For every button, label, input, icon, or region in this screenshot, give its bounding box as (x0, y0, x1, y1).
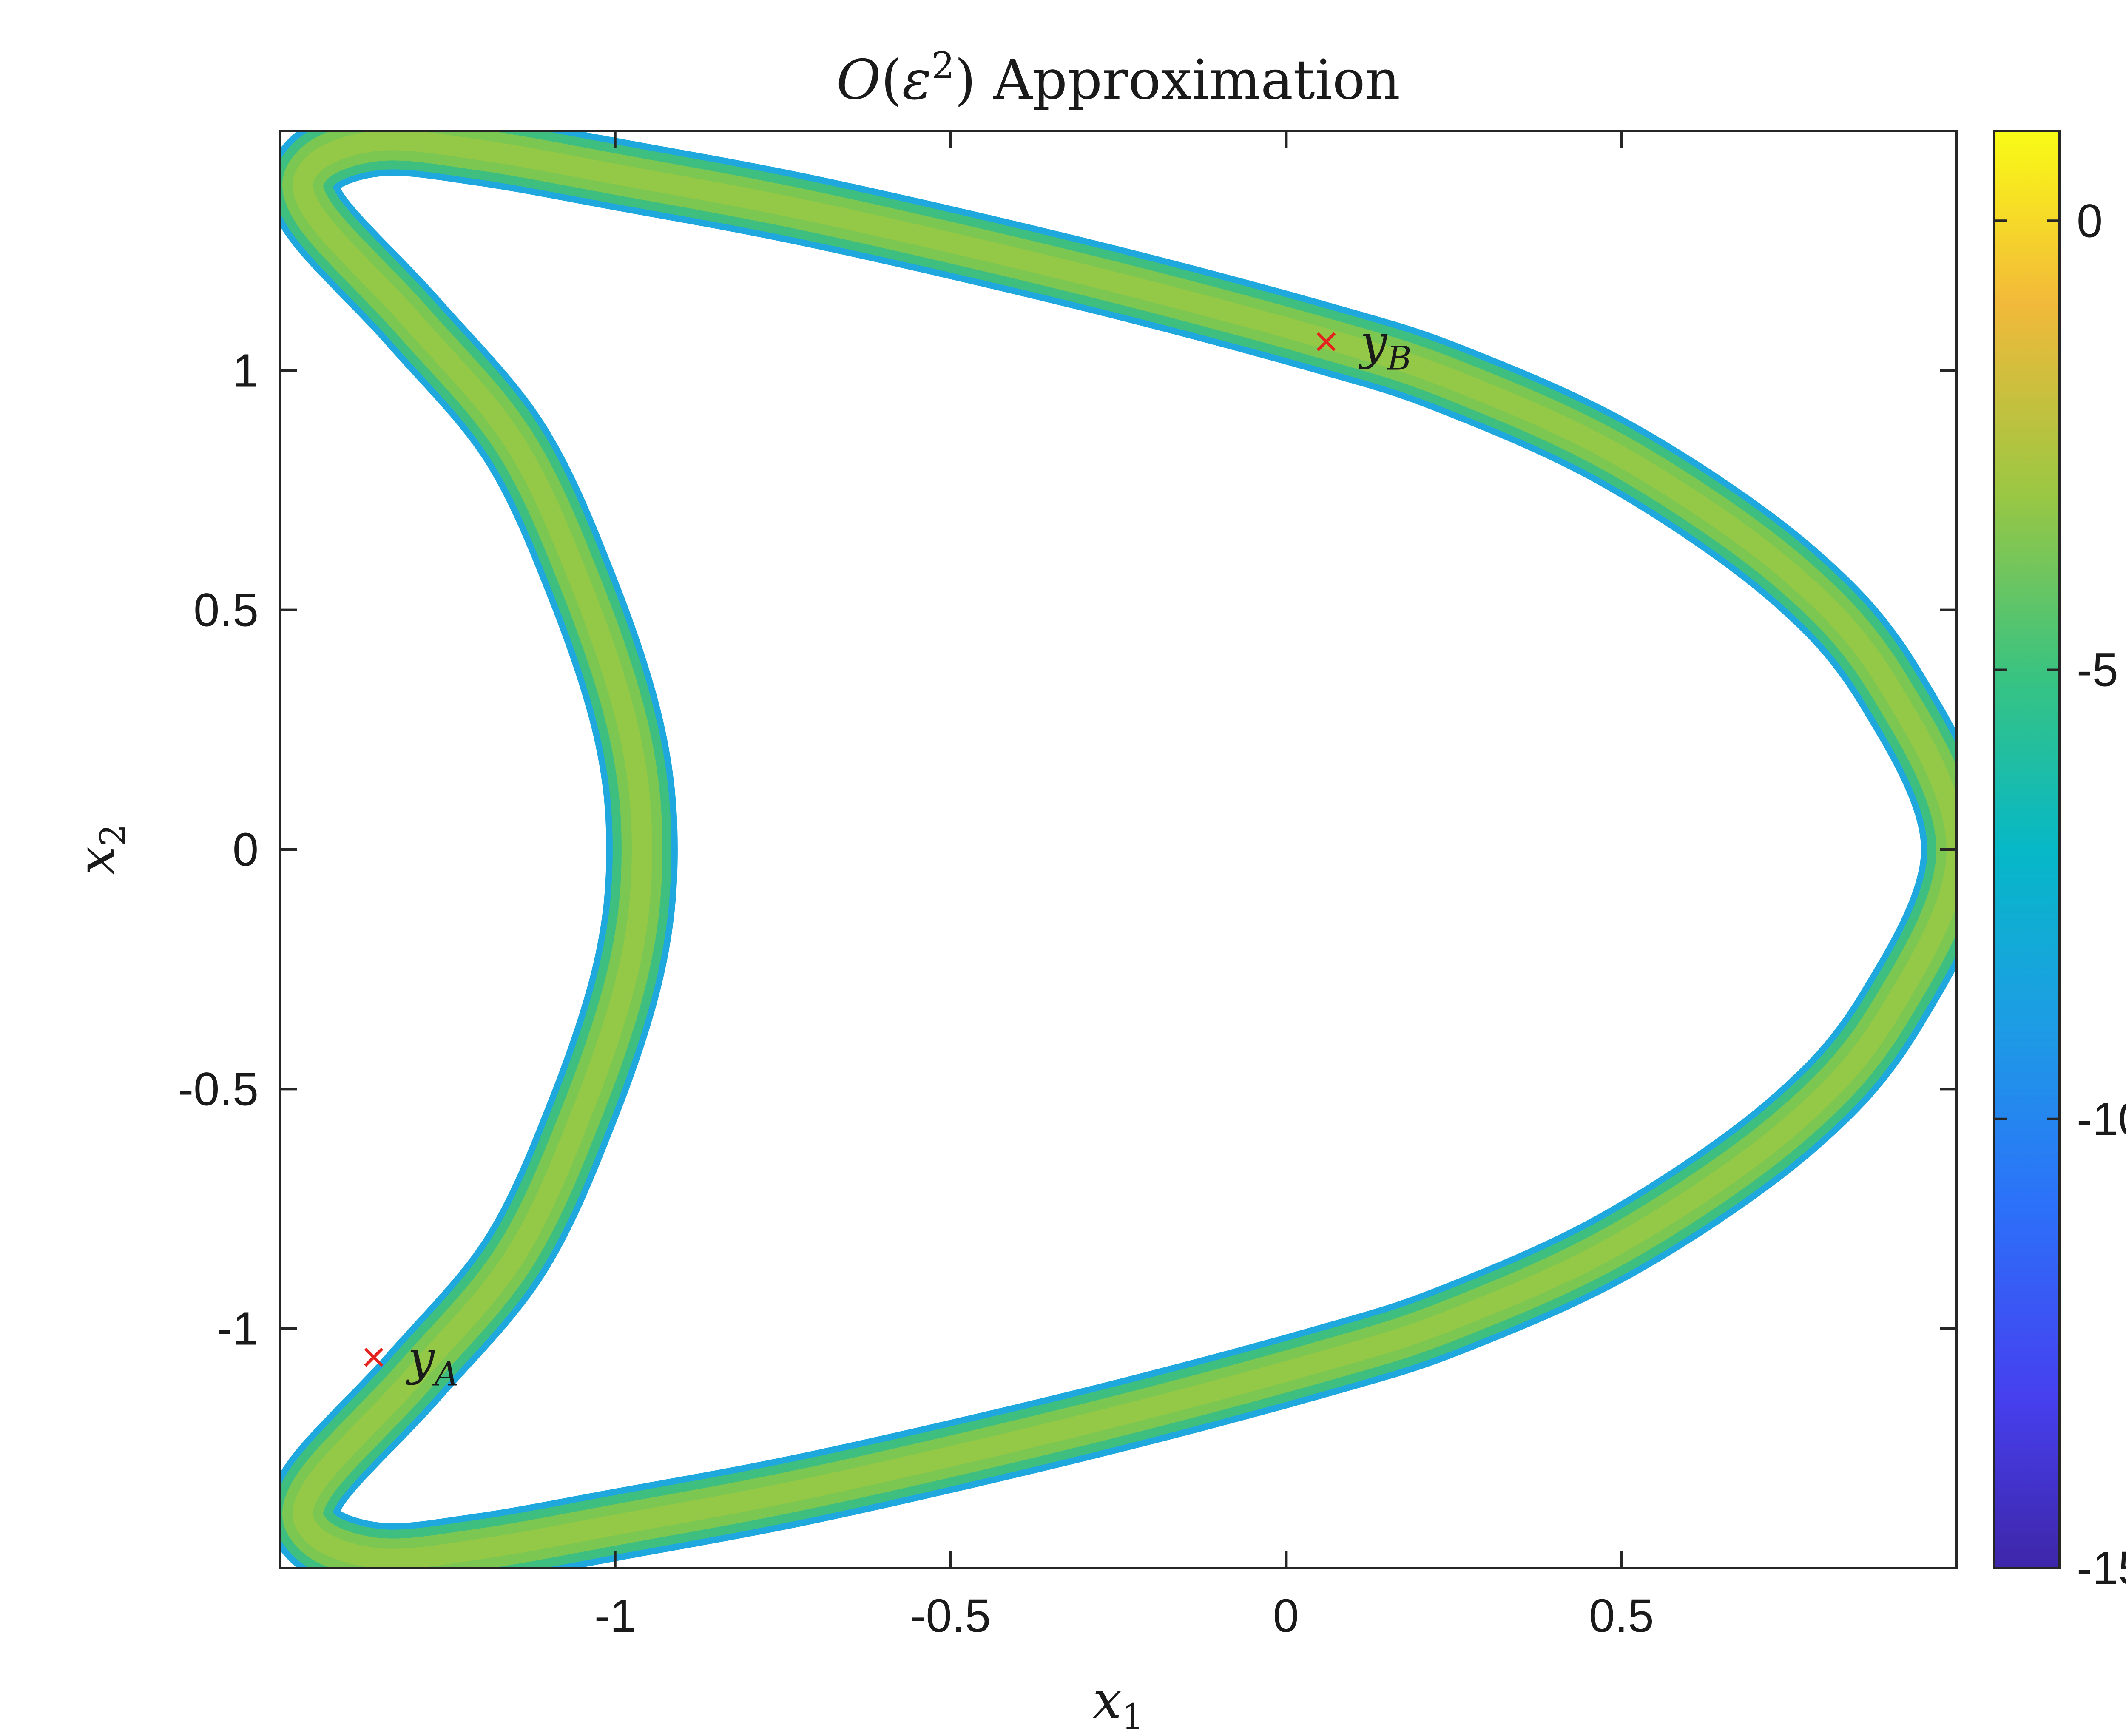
y-tick-label: 0.5 (193, 584, 259, 636)
x-ticks: -1 -0.5 0 0.5 (594, 131, 1654, 1642)
marker-label: yB (1358, 315, 1412, 378)
marker-label: yA (406, 1330, 459, 1393)
plot-area: -1 -0.5 0 0.5 -1 -0.5 0 0.5 1 yA yB (178, 130, 1958, 1642)
chart-title: O(ε2) Approximation (836, 45, 1400, 112)
y-tick-label: 1 (233, 344, 259, 397)
y-tick-label: 0 (233, 824, 259, 876)
marker-b: yB (1316, 315, 1412, 378)
x-tick-label: -1 (594, 1590, 636, 1642)
colorbar-tick-label: -15 (2077, 1542, 2126, 1594)
axes-box (279, 130, 1958, 1569)
curve-layer (280, 131, 1957, 1568)
band-middle (280, 131, 1957, 1568)
band-center (293, 131, 1957, 1568)
colorbar-ticks: -15 -10 -5 0 (1994, 195, 2126, 1594)
y-ticks: -1 -0.5 0 0.5 1 (178, 344, 1957, 1355)
marker-cross (1316, 332, 1336, 352)
x-tick-label: 0.5 (1589, 1590, 1654, 1642)
markers: yA yB (364, 315, 1412, 1393)
band-edge (280, 131, 1957, 1568)
band-inner (282, 131, 1957, 1568)
y-tick-label: -1 (217, 1303, 259, 1355)
y-axis-label: x2 (67, 824, 134, 875)
colorbar-tick-label: 0 (2077, 195, 2103, 247)
x-tick-label: -0.5 (910, 1590, 991, 1642)
y-tick-label: -0.5 (178, 1063, 259, 1115)
colorbar-tick-label: -10 (2077, 1093, 2126, 1145)
marker-cross (364, 1347, 384, 1367)
colorbar-tick-label: -5 (2077, 644, 2118, 696)
x-tick-label: 0 (1273, 1590, 1299, 1642)
colorbar-gradient (1993, 130, 2061, 1569)
colorbar: -15 -10 -5 0 (1993, 130, 2126, 1594)
marker-a: yA (364, 1330, 459, 1393)
x-axis-label: x1 (1093, 1671, 1144, 1736)
